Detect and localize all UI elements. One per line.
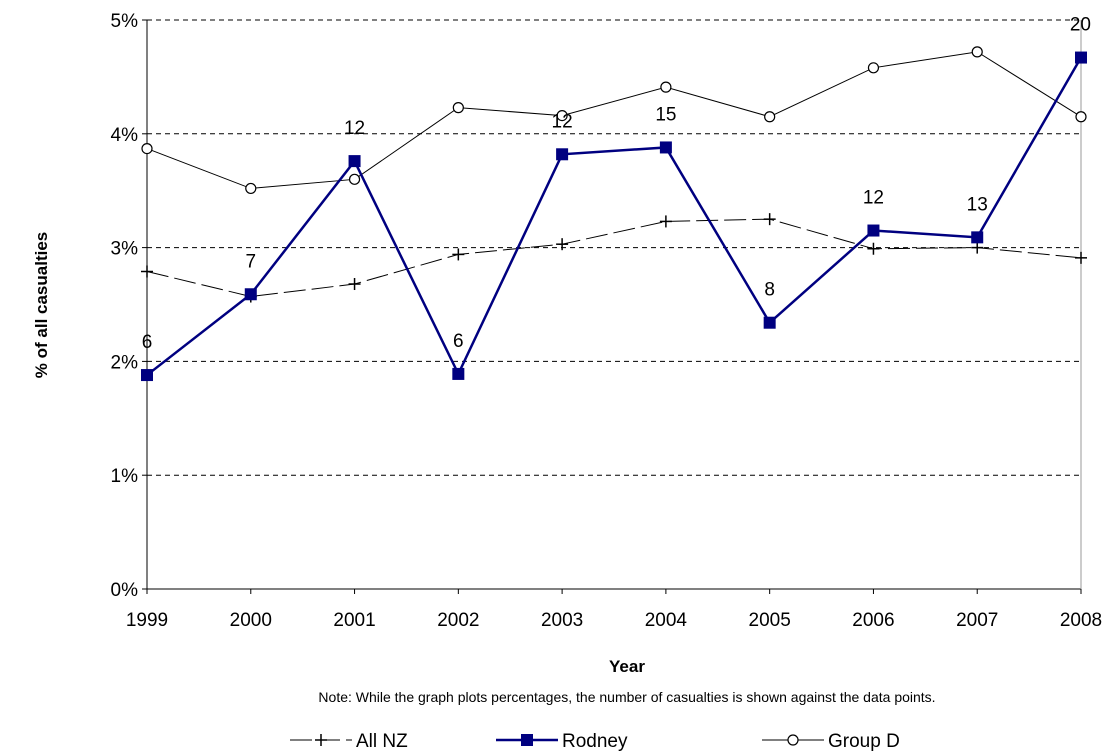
- x-tick-label: 2006: [852, 610, 894, 631]
- data-label: 12: [863, 188, 884, 209]
- data-label: 13: [967, 194, 988, 215]
- series-line-rodney: [146, 56, 1083, 377]
- tick-labels: 0% 1% 2% 3% 4% 5% 1999 2000 2001 2002 2003 2004 2005…: [111, 11, 1103, 631]
- data-point-group-d: [764, 111, 776, 123]
- data-point-all-nz: [141, 265, 153, 278]
- data-point-group-d: [556, 109, 568, 122]
- data-point-rodney: [659, 141, 672, 154]
- legend-marker: [315, 734, 327, 746]
- y-axis-title: % of all casualties: [32, 232, 51, 378]
- series-group-d: [141, 46, 1087, 195]
- series-all-nz: [141, 213, 1087, 303]
- data-point-group-d: [141, 142, 153, 155]
- data-point-rodney: [244, 288, 257, 301]
- legend-label: All NZ: [356, 731, 408, 752]
- data-label: 6: [142, 332, 153, 353]
- data-point-rodney: [556, 148, 569, 161]
- x-axis-title: Year: [609, 657, 645, 676]
- x-tick-label: 2005: [749, 610, 791, 631]
- y-tick-label: 1%: [111, 466, 139, 487]
- legend: All NZ Rodney Group D: [290, 731, 900, 752]
- x-tick-label: 2007: [956, 610, 998, 631]
- x-tick-label: 2008: [1060, 610, 1102, 631]
- data-point-all-nz: [971, 241, 984, 254]
- data-point-all-nz: [763, 213, 776, 226]
- data-point-rodney: [141, 369, 153, 382]
- x-tick-label: 2003: [541, 610, 583, 631]
- data-point-all-nz: [659, 215, 672, 228]
- data-label: 6: [453, 331, 464, 352]
- legend-item-all-nz: All NZ: [290, 731, 408, 752]
- legend-label: Group D: [828, 731, 900, 752]
- x-tick-label: 2000: [230, 610, 272, 631]
- series-rodney: [141, 51, 1087, 382]
- data-point-group-d: [660, 81, 672, 93]
- data-point-group-d: [1075, 111, 1087, 123]
- data-label: 7: [245, 251, 256, 272]
- data-point-all-nz: [452, 248, 465, 261]
- y-tick-label: 5%: [111, 11, 139, 32]
- axes: [142, 19, 1082, 594]
- x-tick-label: 2004: [645, 610, 688, 631]
- data-point-rodney: [452, 367, 465, 380]
- data-point-group-d: [867, 62, 880, 74]
- legend-item-rodney: Rodney: [496, 731, 628, 752]
- legend-marker: [787, 734, 799, 746]
- data-point-all-nz: [556, 238, 569, 251]
- data-point-group-d: [452, 102, 464, 114]
- data-label: 8: [764, 280, 775, 301]
- data-point-all-nz: [348, 278, 361, 291]
- x-tick-label: 2001: [333, 610, 375, 631]
- data-point-rodney: [348, 155, 361, 168]
- data-label: 20: [1070, 15, 1091, 36]
- data-labels: 6 7 12 6 12 15 8 12 13 20: [142, 15, 1091, 354]
- data-point-rodney: [1075, 51, 1087, 64]
- data-point-rodney: [971, 231, 984, 244]
- x-tick-label: 2002: [437, 610, 479, 631]
- y-tick-label: 3%: [111, 239, 139, 260]
- legend-label: Rodney: [562, 731, 628, 752]
- data-point-all-nz: [1075, 251, 1087, 264]
- data-point-rodney: [763, 316, 776, 329]
- data-label: 12: [344, 118, 365, 139]
- data-label: 15: [655, 104, 676, 125]
- data-point-group-d: [348, 173, 361, 185]
- x-tick-label: 1999: [126, 610, 168, 631]
- data-point-all-nz: [867, 242, 880, 255]
- chart-note: Note: While the graph plots percentages,…: [318, 689, 935, 705]
- gridlines: [147, 19, 1081, 476]
- data-label: 12: [552, 111, 573, 132]
- series-layer: [141, 46, 1087, 382]
- legend-marker: [521, 734, 533, 746]
- y-tick-label: 4%: [111, 125, 139, 146]
- data-point-rodney: [867, 224, 880, 237]
- data-point-group-d: [971, 46, 983, 58]
- legend-item-group-d: Group D: [762, 731, 900, 752]
- y-tick-label: 2%: [111, 352, 139, 373]
- y-tick-label: 0%: [111, 580, 139, 601]
- series-line-all-nz: [146, 218, 1082, 298]
- series-line-group-d: [146, 51, 1082, 189]
- data-point-group-d: [245, 182, 257, 195]
